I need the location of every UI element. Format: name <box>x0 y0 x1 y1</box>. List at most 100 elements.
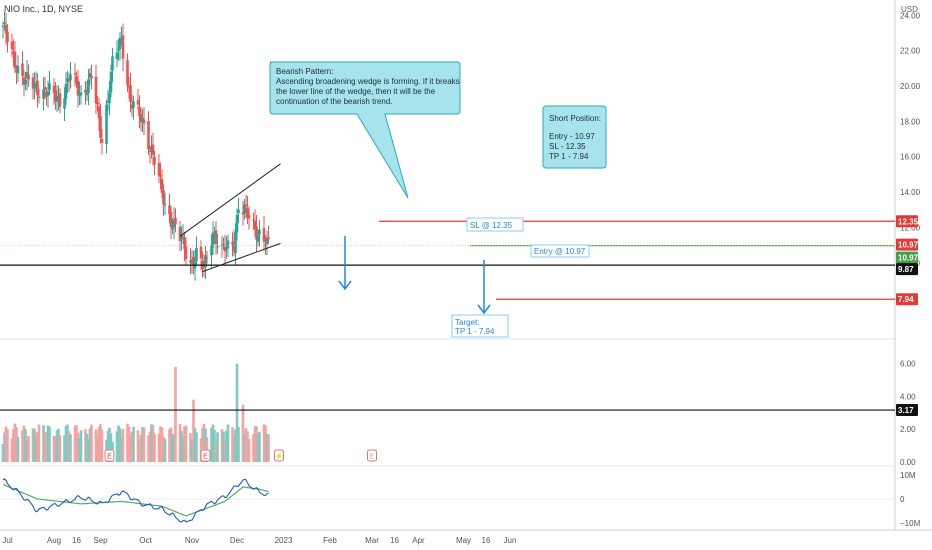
earnings-marker-label: E <box>203 454 208 461</box>
candle-body <box>163 204 167 206</box>
volume-bar <box>139 434 143 462</box>
volume-bar <box>199 438 203 462</box>
bearish-callout[interactable]: Bearish Pattern: Ascending broadening we… <box>269 61 461 199</box>
time-tick-label: 2023 <box>275 536 293 545</box>
callout-title: Bearish Pattern: <box>276 67 333 76</box>
position-title: Short Position: <box>549 114 601 123</box>
earnings-marker[interactable] <box>104 449 115 462</box>
volume-bar <box>64 426 68 462</box>
candle-body <box>96 102 99 105</box>
volume-bar <box>214 441 218 462</box>
volume-bar <box>97 427 101 462</box>
time-tick-label: Feb <box>323 536 337 545</box>
price-tick-label: 18.00 <box>900 117 921 126</box>
candle-body <box>130 104 134 109</box>
candle-body <box>36 80 39 96</box>
candle-body <box>46 91 50 96</box>
wedge-lower-line[interactable] <box>202 242 281 273</box>
volume-bar <box>87 439 90 462</box>
candle-body <box>97 106 101 119</box>
candle-body <box>78 93 81 97</box>
dividend-marker[interactable] <box>274 449 284 462</box>
candle-body <box>85 92 89 96</box>
candle-body <box>63 98 66 109</box>
volume-bar <box>127 426 131 462</box>
volume-bar <box>96 436 99 462</box>
candle-body <box>142 119 146 124</box>
volume-bar <box>180 430 183 462</box>
candle-body <box>255 226 258 240</box>
oscillator-tick-label: 10M <box>900 471 916 480</box>
candle-body <box>69 74 72 81</box>
volume-bar <box>109 433 113 462</box>
volume-bar <box>201 427 204 462</box>
candle-body <box>76 80 80 96</box>
volume-bar <box>157 433 161 462</box>
oscillator-lines <box>0 478 895 523</box>
candle-body <box>180 237 183 240</box>
price-tick-label: 20.00 <box>900 82 921 91</box>
candle-body <box>73 73 77 75</box>
volume-bar <box>15 426 18 462</box>
entry-label[interactable]: Entry @ 10.97 <box>530 244 590 258</box>
short-position-box[interactable]: Short Position: Entry - 10.97 SL - 12.35… <box>542 105 607 169</box>
candle-body <box>210 246 213 256</box>
time-tick-label: 16 <box>390 536 399 545</box>
candle-body <box>265 237 269 244</box>
volume-bar <box>225 430 228 462</box>
volume-bar <box>31 428 35 462</box>
volume-bar <box>169 427 173 462</box>
candle-body <box>234 232 237 254</box>
candle-body <box>52 85 56 93</box>
candle-body <box>181 235 185 238</box>
candle-body <box>253 221 257 229</box>
target-label[interactable]: Target: TP 1 - 7.94 <box>451 314 509 338</box>
volume-bar <box>33 428 36 462</box>
candle-body <box>4 24 8 34</box>
sl-price-tag-text: 12.35 <box>898 217 919 226</box>
volume-bar <box>189 433 192 462</box>
volume-level-tag <box>896 404 918 417</box>
volume-bar <box>253 426 257 462</box>
candle-body <box>106 100 110 103</box>
wedge-upper-line[interactable] <box>179 163 281 237</box>
volume-bar <box>67 431 71 462</box>
chart-title: NIO Inc., 1D, NYSE <box>4 4 83 14</box>
volume-bar <box>132 426 135 462</box>
volume-bar <box>160 427 164 462</box>
volume-bar <box>24 429 27 462</box>
volume-bar <box>264 425 267 462</box>
time-tick-label: Oct <box>139 536 152 545</box>
candle-body <box>199 246 203 259</box>
earnings-marker[interactable] <box>200 449 211 462</box>
volume-bar <box>12 429 15 462</box>
candle-body <box>267 237 270 239</box>
candle-body <box>150 146 153 152</box>
volume-bar <box>255 426 258 462</box>
candle-body <box>117 49 120 51</box>
candle-body <box>136 100 140 105</box>
target-price-tag <box>896 293 918 306</box>
time-tick-label: Apr <box>412 536 425 545</box>
candle-body <box>264 244 267 246</box>
volume-bar <box>258 431 261 462</box>
volume-bar <box>10 438 14 462</box>
candle-body <box>213 232 216 234</box>
currency-label: USD <box>901 5 918 14</box>
candle-body <box>258 229 261 235</box>
future-earnings-marker[interactable] <box>367 449 377 462</box>
candle-body <box>178 227 182 241</box>
candle-body <box>214 230 218 244</box>
candle-body <box>183 238 186 249</box>
volume-bar <box>141 427 144 462</box>
candle-body <box>222 243 225 245</box>
candle-body <box>79 92 83 96</box>
volume-bar <box>184 425 188 462</box>
sl-label[interactable]: SL @ 12.35 <box>466 217 524 232</box>
candle-body <box>216 246 219 248</box>
candle-body <box>205 257 209 259</box>
candle-body <box>121 35 125 59</box>
volume-bar <box>262 424 266 462</box>
volume-bar <box>25 439 29 462</box>
